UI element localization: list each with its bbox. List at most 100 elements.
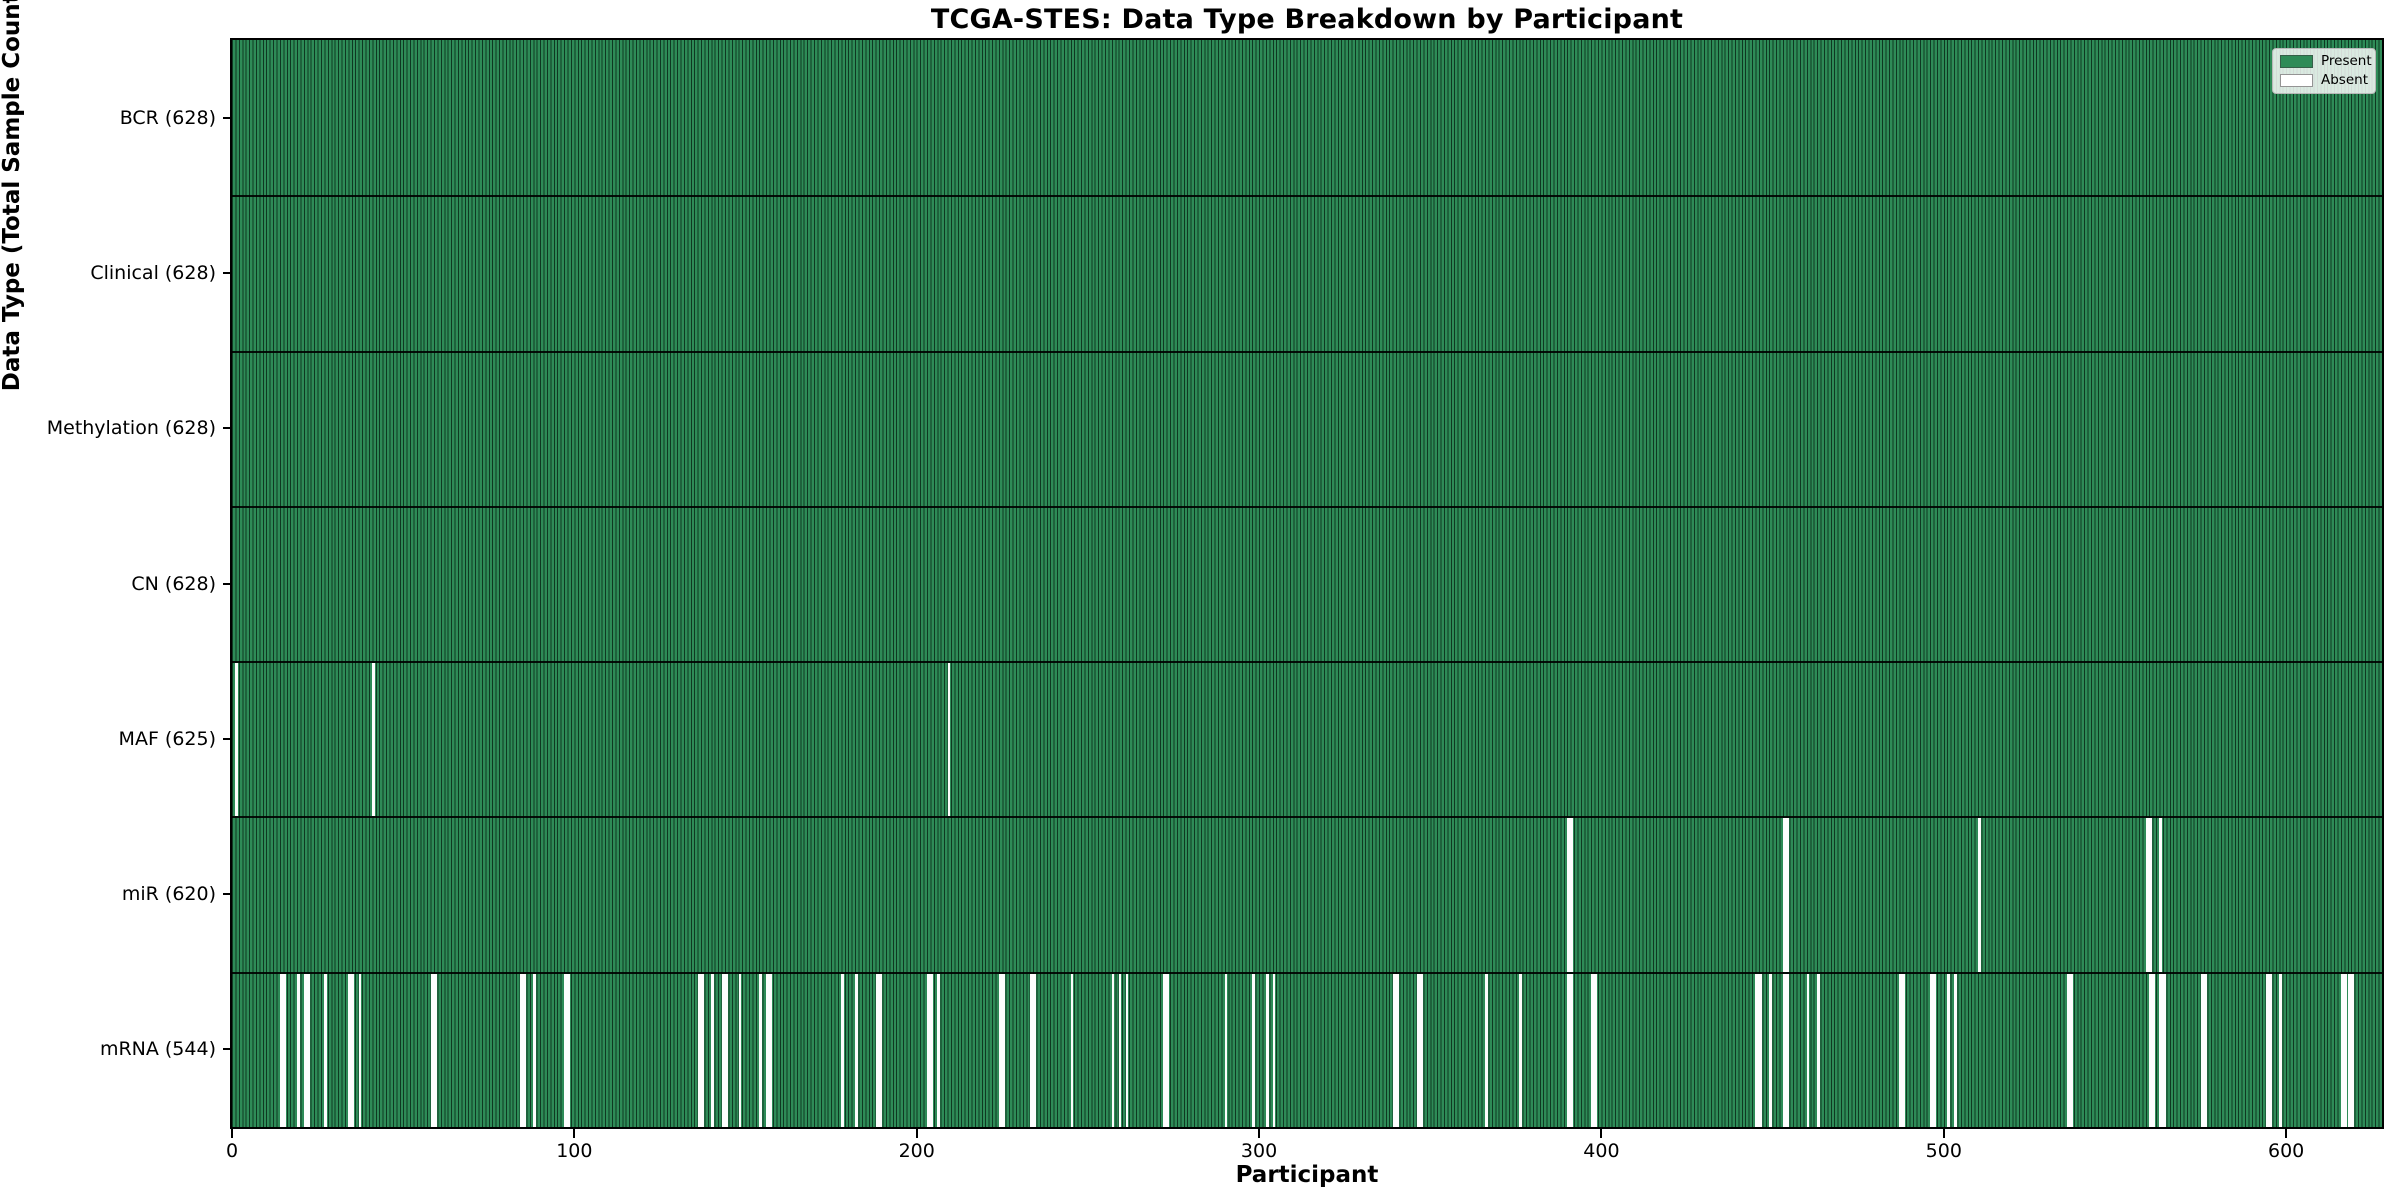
chart-title: TCGA-STES: Data Type Breakdown by Partic… bbox=[930, 4, 1684, 35]
absent-stripe bbox=[1118, 973, 1122, 1127]
absent-stripe bbox=[348, 973, 355, 1127]
y-tick-mark bbox=[223, 271, 232, 274]
absent-stripe bbox=[1899, 973, 1906, 1127]
absent-stripe bbox=[1125, 973, 1129, 1127]
x-axis: 0 100 200 300 400 500 600 bbox=[226, 1129, 2382, 1165]
y-tick-label-maf: MAF (625) bbox=[118, 727, 216, 750]
absent-stripe bbox=[2149, 973, 2156, 1127]
absent-stripe bbox=[297, 973, 300, 1127]
absent-stripe bbox=[2067, 973, 2074, 1127]
absent-stripe bbox=[721, 973, 728, 1127]
absent-stripe bbox=[738, 973, 742, 1127]
absent-stripe bbox=[711, 973, 714, 1127]
absent-stripe bbox=[1769, 973, 1772, 1127]
absent-stripe bbox=[1567, 973, 1574, 1127]
row-clinical bbox=[232, 195, 2382, 351]
row-methylation bbox=[232, 350, 2382, 506]
absent-stripe bbox=[1265, 973, 1269, 1127]
absent-stripe bbox=[766, 973, 773, 1127]
x-tick-label: 300 bbox=[1240, 1140, 1278, 1162]
absent-stripe bbox=[1817, 973, 1820, 1127]
plot-area bbox=[232, 40, 2382, 1127]
absent-stripe bbox=[1782, 818, 1789, 972]
y-tick-label-mir: miR (620) bbox=[121, 883, 216, 906]
y-tick-mark bbox=[223, 582, 232, 585]
x-tick-mark bbox=[231, 1129, 233, 1138]
y-tick-mark bbox=[223, 1048, 232, 1051]
row-cn bbox=[232, 505, 2382, 662]
absent-stripe bbox=[1252, 973, 1255, 1127]
absent-stripe bbox=[2145, 818, 2152, 972]
absent-stripe bbox=[1070, 973, 1074, 1127]
absent-stripe bbox=[2279, 973, 2282, 1127]
x-tick-label: 100 bbox=[556, 1140, 593, 1162]
absent-stripe bbox=[998, 973, 1005, 1127]
x-tick-label: 400 bbox=[1583, 1140, 1620, 1162]
legend-item-present: Present bbox=[2280, 54, 2372, 69]
absent-stripe bbox=[1755, 973, 1762, 1127]
absent-stripe bbox=[564, 973, 571, 1127]
absent-stripe bbox=[2159, 973, 2166, 1127]
absent-stripe bbox=[2200, 973, 2207, 1127]
legend-label: Present bbox=[2321, 53, 2372, 69]
row-mrna bbox=[232, 971, 2382, 1127]
absent-stripe bbox=[1163, 973, 1170, 1127]
absent-stripe bbox=[1782, 973, 1789, 1127]
absent-stripe bbox=[1224, 973, 1228, 1127]
absent-stripe bbox=[1806, 973, 1810, 1127]
absent-stripe bbox=[303, 973, 310, 1127]
absent-stripe bbox=[926, 973, 934, 1127]
x-tick-label: 200 bbox=[898, 1140, 935, 1162]
absent-stripe bbox=[1416, 973, 1423, 1127]
y-tick-label-mrna: mRNA (544) bbox=[99, 1038, 216, 1061]
absent-stripe bbox=[235, 663, 239, 817]
absent-stripe bbox=[1591, 973, 1598, 1127]
absent-stripe bbox=[1272, 973, 1276, 1127]
legend-item-absent: Absent bbox=[2280, 71, 2368, 88]
absent-stripe bbox=[1485, 973, 1488, 1127]
legend-swatch-icon bbox=[2280, 54, 2313, 68]
absent-stripe bbox=[855, 973, 858, 1127]
y-tick-mark bbox=[223, 737, 232, 740]
absent-stripe bbox=[841, 973, 844, 1127]
x-tick-label: 0 bbox=[225, 1140, 239, 1162]
row-bcr bbox=[232, 40, 2382, 196]
absent-stripe bbox=[324, 973, 328, 1127]
absent-stripe bbox=[1567, 818, 1574, 972]
row-mir bbox=[232, 816, 2382, 972]
x-tick-label: 600 bbox=[2267, 1140, 2305, 1162]
legend-label: Absent bbox=[2321, 71, 2368, 88]
x-axis-label: Participant bbox=[1235, 1162, 1379, 1188]
absent-stripe bbox=[430, 973, 437, 1127]
absent-stripe bbox=[358, 973, 362, 1127]
y-axis: BCR (628) Clinical (628) Methylation (628)… bbox=[0, 40, 232, 1127]
absent-stripe bbox=[1947, 973, 1950, 1127]
x-tick-label: 500 bbox=[1925, 1140, 1962, 1162]
absent-stripe bbox=[937, 973, 940, 1127]
x-tick-mark bbox=[573, 1129, 576, 1138]
absent-stripe bbox=[1978, 818, 1981, 972]
absent-stripe bbox=[1392, 973, 1399, 1127]
absent-stripe bbox=[1029, 973, 1036, 1127]
absent-stripe bbox=[2347, 973, 2354, 1127]
y-tick-mark bbox=[223, 893, 232, 896]
absent-stripe bbox=[372, 663, 375, 817]
y-tick-label-cn: CN (628) bbox=[131, 572, 216, 595]
absent-stripe bbox=[2265, 973, 2272, 1127]
y-tick-mark bbox=[223, 427, 232, 430]
absent-stripe bbox=[1111, 973, 1115, 1127]
absent-stripe bbox=[2340, 973, 2347, 1127]
x-tick-mark bbox=[1600, 1129, 1603, 1138]
absent-stripe bbox=[947, 663, 951, 817]
absent-stripe bbox=[279, 973, 286, 1127]
absent-stripe bbox=[1519, 973, 1522, 1127]
absent-stripe bbox=[1954, 973, 1957, 1127]
absent-stripe bbox=[519, 973, 526, 1127]
y-tick-label-clinical: Clinical (628) bbox=[90, 261, 216, 284]
x-tick-mark bbox=[1942, 1129, 1945, 1138]
y-tick-mark bbox=[223, 116, 232, 119]
row-maf bbox=[232, 661, 2382, 817]
legend: Present Absent bbox=[2272, 48, 2376, 94]
x-tick-mark bbox=[1258, 1129, 1261, 1138]
